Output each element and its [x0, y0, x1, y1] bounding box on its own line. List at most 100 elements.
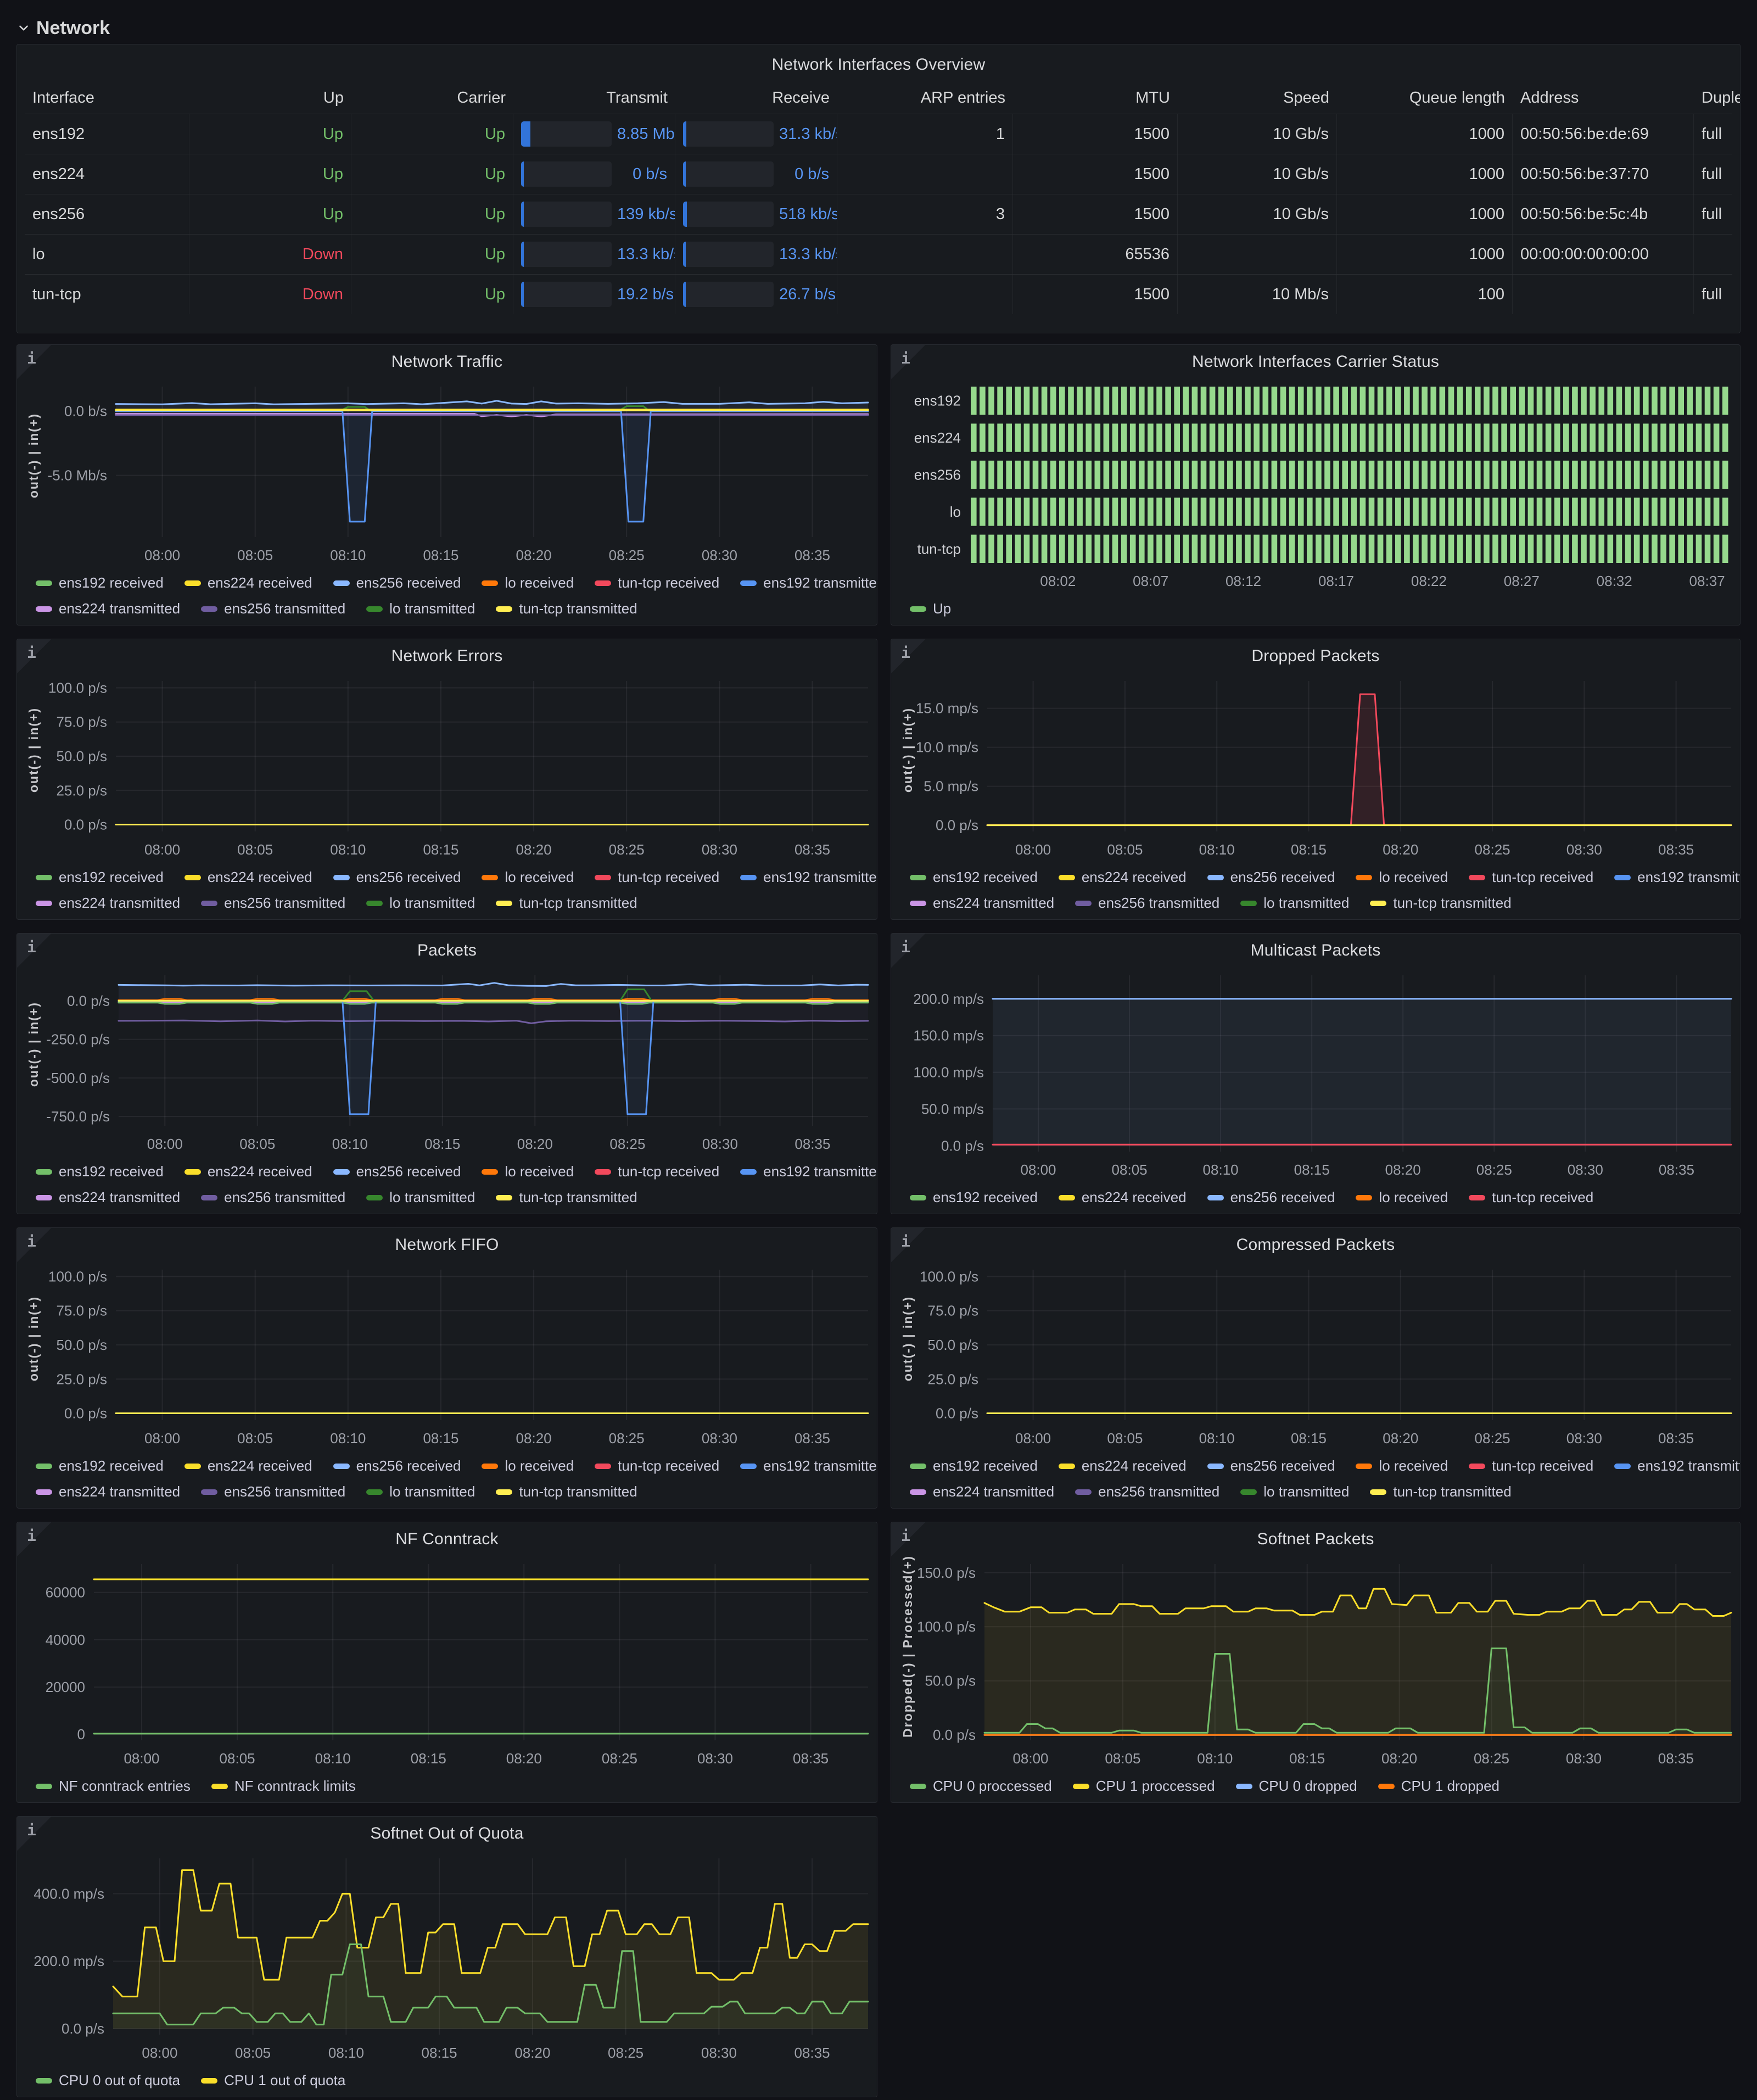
legend-item-ens224-transmitted[interactable]: ens224 transmitted — [36, 1189, 180, 1206]
panel-info-icon[interactable]: i — [891, 1228, 925, 1262]
panel-title[interactable]: Network Interfaces Overview — [771, 55, 986, 74]
legend-item-ens256-received[interactable]: ens256 received — [1207, 1189, 1335, 1206]
chart-network-traffic[interactable]: 0.0 b/s -5.0 Mb/s 08:00 08:05 08:10 08:15 08:2… — [17, 379, 877, 571]
panel-title[interactable]: Dropped Packets — [1251, 647, 1380, 665]
legend-item-ens224-transmitted[interactable]: ens224 transmitted — [910, 895, 1054, 912]
legend-item-Up[interactable]: Up — [910, 600, 951, 617]
legend-item-tun-tcp-received[interactable]: tun-tcp received — [1469, 1457, 1593, 1475]
legend-item-ens256-transmitted[interactable]: ens256 transmitted — [201, 600, 345, 617]
column-header-receive[interactable]: Receive — [772, 88, 830, 107]
panel-info-icon[interactable]: i — [17, 639, 51, 673]
legend-item-CPU-0-out-of-quota[interactable]: CPU 0 out of quota — [36, 2072, 180, 2089]
legend-item-tun-tcp-transmitted[interactable]: tun-tcp transmitted — [496, 600, 637, 617]
panel-title[interactable]: Softnet Out of Quota — [370, 1824, 524, 1842]
chart-compressed-packets[interactable]: 0.0 p/s 25.0 p/s 50.0 p/s 75.0 p/s 100.0 p/s… — [891, 1262, 1740, 1454]
legend-item-ens256-transmitted[interactable]: ens256 transmitted — [1075, 1483, 1219, 1500]
panel-info-icon[interactable]: i — [891, 1522, 925, 1556]
legend-item-tun-tcp-transmitted[interactable]: tun-tcp transmitted — [496, 1189, 637, 1206]
panel-info-icon[interactable]: i — [891, 345, 925, 379]
panel-info-icon[interactable]: i — [17, 934, 51, 968]
panel-info-icon[interactable]: i — [17, 345, 51, 379]
legend-item-lo-received[interactable]: lo received — [1356, 1189, 1448, 1206]
legend-item-lo-transmitted[interactable]: lo transmitted — [1240, 895, 1349, 912]
legend-item-ens256-received[interactable]: ens256 received — [1207, 1457, 1335, 1475]
panel-info-icon[interactable]: i — [17, 1817, 51, 1851]
legend-item-tun-tcp-received[interactable]: tun-tcp received — [595, 869, 719, 886]
legend-item-ens256-transmitted[interactable]: ens256 transmitted — [1075, 895, 1219, 912]
legend-item-lo-received[interactable]: lo received — [1356, 869, 1448, 886]
panel-title[interactable]: Network Errors — [391, 647, 503, 665]
panel-title[interactable]: Multicast Packets — [1250, 941, 1381, 959]
panel-title[interactable]: Packets — [417, 941, 477, 959]
chart-softnet-packets[interactable]: 0.0 p/s 50.0 p/s 100.0 p/s 150.0 p/s 08:00 08… — [891, 1556, 1740, 1774]
legend-item-ens256-received[interactable]: ens256 received — [333, 869, 461, 886]
legend-item-ens224-received[interactable]: ens224 received — [184, 1457, 312, 1475]
chart-dropped-packets[interactable]: 0.0 p/s 5.0 mp/s 10.0 mp/s 15.0 mp/s 08:00 08… — [891, 673, 1740, 865]
legend-item-ens192-transmitted[interactable]: ens192 transmitted — [740, 869, 877, 886]
legend-item-ens192-transmitted[interactable]: ens192 transmitted — [740, 1457, 877, 1475]
legend-item-lo-received[interactable]: lo received — [482, 574, 574, 591]
column-header-mtu[interactable]: MTU — [1135, 88, 1170, 107]
chart-softnet-out-of-quota[interactable]: 0.0 p/s 200.0 mp/s 400.0 mp/s 08:00 08:05 08:… — [17, 1851, 877, 2069]
legend-item-ens192-received[interactable]: ens192 received — [910, 1189, 1038, 1206]
legend-item-ens192-transmitted[interactable]: ens192 transmitted — [740, 1163, 877, 1180]
legend-item-ens224-transmitted[interactable]: ens224 transmitted — [36, 600, 180, 617]
legend-item-ens224-received[interactable]: ens224 received — [1058, 869, 1187, 886]
legend-item-CPU-1-dropped[interactable]: CPU 1 dropped — [1378, 1778, 1499, 1795]
column-header-up[interactable]: Up — [323, 88, 344, 107]
legend-item-tun-tcp-transmitted[interactable]: tun-tcp transmitted — [1370, 1483, 1512, 1500]
panel-info-icon[interactable]: i — [17, 1522, 51, 1556]
legend-item-tun-tcp-received[interactable]: tun-tcp received — [595, 1163, 719, 1180]
legend-item-ens192-received[interactable]: ens192 received — [910, 869, 1038, 886]
legend-item-ens224-received[interactable]: ens224 received — [184, 574, 312, 591]
legend-item-tun-tcp-received[interactable]: tun-tcp received — [595, 574, 719, 591]
legend-item-NF-conntrack-entries[interactable]: NF conntrack entries — [36, 1778, 191, 1795]
legend-item-lo-transmitted[interactable]: lo transmitted — [366, 1189, 475, 1206]
legend-item-lo-received[interactable]: lo received — [1356, 1457, 1448, 1475]
panel-info-icon[interactable]: i — [17, 1228, 51, 1262]
section-row-network[interactable]: Network — [16, 12, 1741, 44]
column-header-arp-entries[interactable]: ARP entries — [920, 88, 1005, 107]
legend-item-ens224-received[interactable]: ens224 received — [184, 1163, 312, 1180]
chart-network-errors[interactable]: 0.0 p/s 25.0 p/s 50.0 p/s 75.0 p/s 100.0 p/s… — [17, 673, 877, 865]
panel-title[interactable]: Network Traffic — [391, 353, 503, 371]
legend-item-CPU-0-proccessed[interactable]: CPU 0 proccessed — [910, 1778, 1052, 1795]
chart-carrier-status[interactable]: ens192 ens224 ens256 lo tun-tcp 08:02 08:07 08:… — [891, 379, 1740, 597]
legend-item-ens224-received[interactable]: ens224 received — [184, 869, 312, 886]
legend-item-ens256-transmitted[interactable]: ens256 transmitted — [201, 1189, 345, 1206]
legend-item-ens256-transmitted[interactable]: ens256 transmitted — [201, 895, 345, 912]
panel-title[interactable]: Softnet Packets — [1257, 1530, 1374, 1548]
legend-item-tun-tcp-transmitted[interactable]: tun-tcp transmitted — [1370, 895, 1512, 912]
panel-title[interactable]: Network FIFO — [395, 1236, 499, 1254]
legend-item-CPU-0-dropped[interactable]: CPU 0 dropped — [1235, 1778, 1357, 1795]
legend-item-tun-tcp-transmitted[interactable]: tun-tcp transmitted — [496, 895, 637, 912]
legend-item-ens224-received[interactable]: ens224 received — [1058, 1189, 1187, 1206]
legend-item-tun-tcp-received[interactable]: tun-tcp received — [1469, 1189, 1593, 1206]
panel-title[interactable]: NF Conntrack — [395, 1530, 499, 1548]
legend-item-lo-transmitted[interactable]: lo transmitted — [366, 895, 475, 912]
column-header-speed[interactable]: Speed — [1283, 88, 1329, 107]
legend-item-ens192-transmitted[interactable]: ens192 transmitted — [740, 574, 877, 591]
legend-item-tun-tcp-received[interactable]: tun-tcp received — [1469, 869, 1593, 886]
legend-item-ens224-transmitted[interactable]: ens224 transmitted — [36, 1483, 180, 1500]
column-header-queue-length[interactable]: Queue length — [1409, 88, 1505, 107]
column-header-interface[interactable]: Interface — [32, 88, 94, 107]
legend-item-ens256-received[interactable]: ens256 received — [1207, 869, 1335, 886]
chart-packets[interactable]: 0.0 p/s -250.0 p/s -500.0 p/s -750.0 p/s 08:… — [17, 968, 877, 1160]
column-header-duplex[interactable]: Duplex — [1702, 88, 1740, 107]
legend-item-ens224-transmitted[interactable]: ens224 transmitted — [36, 895, 180, 912]
legend-item-ens192-transmitted[interactable]: ens192 transmitted — [1614, 869, 1740, 886]
legend-item-ens256-transmitted[interactable]: ens256 transmitted — [201, 1483, 345, 1500]
legend-item-ens256-received[interactable]: ens256 received — [333, 1457, 461, 1475]
legend-item-ens224-transmitted[interactable]: ens224 transmitted — [910, 1483, 1054, 1500]
legend-item-NF-conntrack-limits[interactable]: NF conntrack limits — [211, 1778, 356, 1795]
legend-item-ens192-received[interactable]: ens192 received — [910, 1457, 1038, 1475]
legend-item-lo-received[interactable]: lo received — [482, 1457, 574, 1475]
column-header-transmit[interactable]: Transmit — [606, 88, 668, 107]
legend-item-tun-tcp-transmitted[interactable]: tun-tcp transmitted — [496, 1483, 637, 1500]
legend-item-ens192-received[interactable]: ens192 received — [36, 869, 164, 886]
column-header-address[interactable]: Address — [1520, 88, 1579, 107]
panel-info-icon[interactable]: i — [891, 934, 925, 968]
legend-item-lo-transmitted[interactable]: lo transmitted — [366, 600, 475, 617]
legend-item-lo-transmitted[interactable]: lo transmitted — [1240, 1483, 1349, 1500]
